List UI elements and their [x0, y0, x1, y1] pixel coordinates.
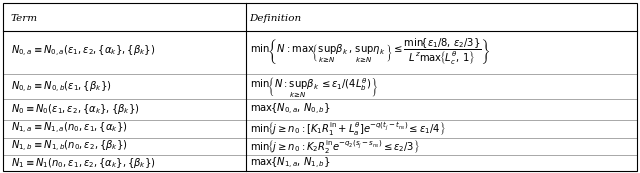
Text: $N_0 \equiv N_0(\epsilon_1, \epsilon_2, \{\alpha_k\}, \{\beta_k\})$: $N_0 \equiv N_0(\epsilon_1, \epsilon_2, …	[11, 102, 140, 116]
Text: $\max\!\left\{N_{1,a},\, N_{1,b}\right\}$: $\max\!\left\{N_{1,a},\, N_{1,b}\right\}…	[250, 156, 330, 171]
Text: $\min\!\left\{N : \sup_{k \geq N} \beta_k \leq \epsilon_1/(4L_b^\theta)\right\}$: $\min\!\left\{N : \sup_{k \geq N} \beta_…	[250, 75, 378, 99]
Text: $\min\!\left\{j \geq n_0 : K_2 R_2^{\mathrm{in}} e^{-q_2(s_j - s_{n_0})} \leq \e: $\min\!\left\{j \geq n_0 : K_2 R_2^{\mat…	[250, 138, 420, 155]
Text: $N_{1,a} \equiv N_{1,a}(n_0, \epsilon_1, \{\alpha_k\})$: $N_{1,a} \equiv N_{1,a}(n_0, \epsilon_1,…	[11, 121, 127, 136]
Text: $\min\!\left\{N : \max\!\left\{\sup_{k \geq N} \beta_k,\, \sup_{k \geq N} \eta_k: $\min\!\left\{N : \max\!\left\{\sup_{k \…	[250, 37, 490, 67]
Text: Definition: Definition	[250, 14, 301, 23]
Text: $N_{1,b} \equiv N_{1,b}(n_0, \epsilon_2, \{\beta_k\})$: $N_{1,b} \equiv N_{1,b}(n_0, \epsilon_2,…	[11, 139, 127, 154]
Text: $N_1 \equiv N_1(n_0, \epsilon_1, \epsilon_2, \{\alpha_k\}, \{\beta_k\})$: $N_1 \equiv N_1(n_0, \epsilon_1, \epsilo…	[11, 157, 156, 170]
Text: $\max\!\left\{N_{0,a},\, N_{0,b}\right\}$: $\max\!\left\{N_{0,a},\, N_{0,b}\right\}…	[250, 101, 330, 117]
Text: $N_{0,a} \equiv N_{0,a}(\epsilon_1, \epsilon_2, \{\alpha_k\}, \{\beta_k\})$: $N_{0,a} \equiv N_{0,a}(\epsilon_1, \eps…	[11, 44, 155, 60]
Text: Term: Term	[11, 14, 38, 23]
Text: $\min\!\left\{j \geq n_0 : [K_1 R_1^{\mathrm{in}} + L_a^\theta]e^{-q(t_j - t_{n_: $\min\!\left\{j \geq n_0 : [K_1 R_1^{\ma…	[250, 120, 445, 137]
Text: $N_{0,b} \equiv N_{0,b}(\epsilon_1, \{\beta_k\})$: $N_{0,b} \equiv N_{0,b}(\epsilon_1, \{\b…	[11, 80, 111, 95]
